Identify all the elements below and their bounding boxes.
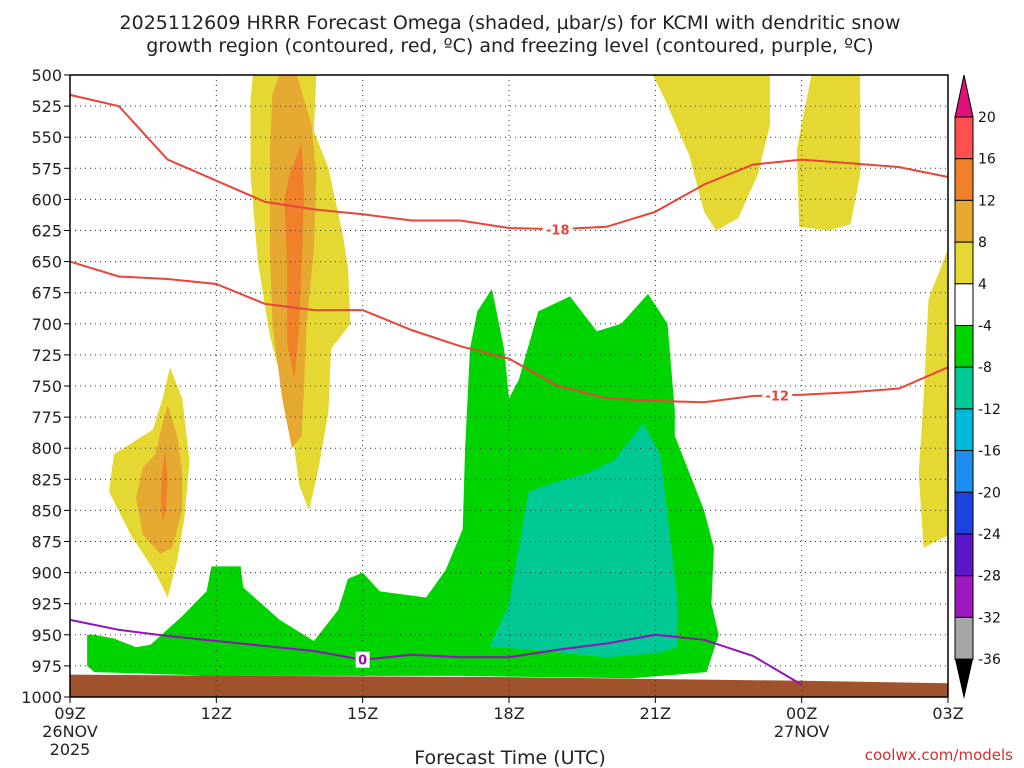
y-tick-label-775: 775	[31, 408, 62, 427]
colorbar-swatch-5	[954, 325, 974, 368]
contour-dgz-bottom	[69, 260, 949, 404]
colorbar-label-20: 20	[978, 110, 996, 126]
colorbar-label-8: 8	[978, 235, 987, 251]
colorbar-label--16: -16	[978, 444, 1001, 460]
credit-text: coolwx.com/models	[865, 746, 1013, 764]
y-tick-label-875: 875	[31, 533, 62, 552]
contour-label-freezing-level: 0	[358, 654, 367, 669]
contour-freezing-level	[69, 618, 803, 686]
y-tick-label-825: 825	[31, 470, 62, 489]
axes: 500 525 550 575 600 625 650 675 700 725 750 775 800 8…	[21, 66, 963, 759]
y-tick-label-1000: 1000	[21, 688, 62, 707]
colorbar-label--8: -8	[978, 360, 992, 376]
y-tick-label-625: 625	[31, 222, 62, 241]
y-tick-label-975: 975	[31, 657, 62, 676]
contour-label-bg-freezing-level	[355, 651, 370, 668]
y-tick-label-700: 700	[31, 315, 62, 334]
x-tick-label-09Z: 09Z	[54, 704, 85, 723]
x-axis-label: Forecast Time (UTC)	[414, 747, 605, 768]
contour-label-dgz-top: -18	[546, 223, 570, 238]
colorbar-swatch-6	[954, 366, 974, 410]
colorbar-label--32: -32	[978, 610, 1001, 626]
y-tick-label-925: 925	[31, 595, 62, 614]
colorbar-swatch-8	[954, 450, 974, 493]
colorbar-label--4: -4	[978, 319, 992, 335]
x-tick-label-03Z: 03Z	[932, 704, 963, 723]
omega-shade-12to16-1	[160, 448, 168, 521]
y-tick-label-600: 600	[31, 190, 62, 209]
y-tick-label-575: 575	[31, 159, 62, 178]
contour-label-dgz-bottom: -12	[766, 389, 790, 404]
x-tick-label-15Z: 15Z	[347, 704, 378, 723]
colorbar-label-12: 12	[978, 193, 996, 209]
colorbar-swatch-10	[954, 533, 974, 577]
x-tick-date-26NOV: 26NOV	[42, 722, 98, 741]
y-tick-label-675: 675	[31, 284, 62, 303]
x-tick-label-12Z: 12Z	[201, 704, 232, 723]
x-tick-year-2025: 2025	[50, 740, 91, 759]
y-tick-label-800: 800	[31, 439, 62, 458]
colorbar-swatch-2	[954, 199, 974, 243]
x-tick-label-18Z: 18Z	[493, 704, 524, 723]
chart-title-line2: growth region (contoured, red, ºC) and f…	[146, 35, 873, 57]
gridlines	[70, 75, 948, 697]
colorbar-swatch-4	[954, 283, 974, 326]
y-tick-label-500: 500	[31, 66, 62, 85]
contour-label-bg-dgz-bottom	[762, 387, 793, 404]
contour-layer: -18 -12 0	[69, 93, 949, 686]
omega-shade-4to8-3	[918, 249, 948, 548]
y-tick-label-900: 900	[31, 564, 62, 583]
chart-title-line1: 2025112609 HRRR Forecast Omega (shaded, …	[120, 12, 901, 34]
y-tick-label-950: 950	[31, 626, 62, 645]
colorbar-label--28: -28	[978, 569, 1001, 585]
colorbar-label-4: 4	[978, 277, 987, 293]
contour-dgz-top	[69, 93, 949, 231]
y-tick-label-525: 525	[31, 97, 62, 116]
x-tick-label-00Z: 00Z	[786, 704, 817, 723]
omega-shade-8to12-1	[135, 404, 183, 554]
colorbar-top-arrow	[954, 74, 974, 118]
colorbar-swatch-7	[954, 408, 974, 452]
colorbar-label--24: -24	[978, 527, 1001, 543]
colorbar-swatch-12	[954, 616, 974, 660]
x-tick-label-21Z: 21Z	[640, 704, 671, 723]
colorbar-label--12: -12	[978, 402, 1001, 418]
y-tick-label-650: 650	[31, 253, 62, 272]
colorbar-label--20: -20	[978, 485, 1001, 501]
colorbar-swatch-0	[954, 116, 974, 160]
colorbar-swatch-1	[954, 158, 974, 201]
x-tick-date-27NOV: 27NOV	[774, 722, 830, 741]
colorbar-swatch-9	[954, 491, 974, 535]
omega-shade-4to8-1	[652, 75, 770, 231]
y-tick-label-850: 850	[31, 501, 62, 520]
colorbar-label--36: -36	[978, 652, 1001, 668]
y-tick-label-750: 750	[31, 377, 62, 396]
y-tick-label-725: 725	[31, 346, 62, 365]
omega-shade-4to8-2	[796, 75, 861, 231]
colorbar-bottom-arrow	[955, 659, 973, 700]
colorbar-swatch-3	[954, 241, 974, 285]
y-tick-label-550: 550	[31, 128, 62, 147]
colorbar: 20 16 12 8 4 -4 -8 -12 -16 -20 -24 -28 -32 -36	[954, 74, 1001, 700]
colorbar-label-16: 16	[978, 152, 996, 168]
colorbar-swatch-11	[954, 575, 974, 618]
contour-label-bg-dgz-top	[542, 221, 573, 238]
omega-shade-12to16-0	[284, 143, 305, 380]
omega-shade--12to-8-0	[489, 423, 678, 658]
